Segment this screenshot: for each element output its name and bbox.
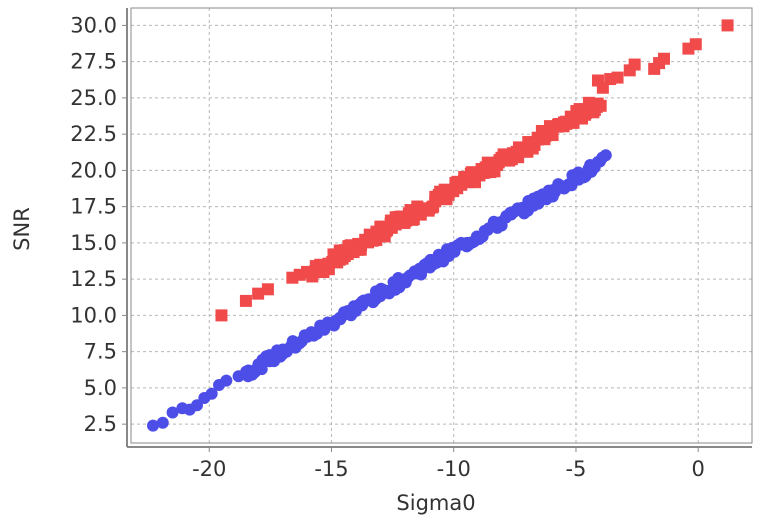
data-point-square	[594, 99, 607, 112]
data-point-square	[239, 294, 252, 307]
data-point-square	[682, 42, 695, 55]
y-tick-label: 30.0	[70, 13, 117, 37]
data-point-square	[623, 64, 636, 77]
y-tick-label: 22.5	[70, 122, 117, 146]
x-tick-label: -10	[437, 457, 471, 481]
x-tick-label: 0	[692, 457, 705, 481]
y-tick-label: 15.0	[70, 231, 117, 255]
data-point-square	[721, 19, 734, 32]
tick-layer: -20 -15 -10 -5 0 2.5 5.0 7.5 10.0 12.5 15.0 17.5 20.…	[70, 13, 705, 481]
y-tick-label: 7.5	[84, 340, 117, 364]
data-point-circle	[205, 387, 218, 400]
y-tick-label: 2.5	[84, 412, 117, 436]
data-point-square	[215, 309, 228, 322]
data-point-circle	[599, 149, 612, 162]
y-tick-label: 10.0	[70, 303, 117, 327]
x-tick-label: -20	[192, 457, 226, 481]
data-point-square	[596, 81, 609, 94]
grid-layer	[131, 8, 752, 443]
data-point-circle	[220, 374, 233, 387]
x-tick-label: -5	[565, 457, 586, 481]
data-point-square	[648, 62, 661, 75]
x-tick-label: -15	[314, 457, 348, 481]
data-layer	[147, 19, 734, 432]
data-point-circle	[156, 416, 169, 429]
data-point-square	[261, 283, 274, 296]
y-tick-label: 25.0	[70, 86, 117, 110]
data-point-circle	[147, 419, 160, 432]
y-tick-label: 12.5	[70, 267, 117, 291]
data-point-circle	[191, 399, 204, 412]
y-tick-label: 5.0	[84, 376, 117, 400]
plot-frame	[130, 7, 753, 444]
data-point-circle	[166, 406, 179, 419]
y-tick-label: 20.0	[70, 158, 117, 182]
data-point-circle	[255, 363, 268, 376]
data-point-square	[252, 287, 265, 300]
x-axis-label: Sigma0	[396, 491, 475, 515]
y-tick-label: 17.5	[70, 195, 117, 219]
y-axis-label: SNR	[10, 207, 34, 251]
y-tick-label: 27.5	[70, 50, 117, 74]
